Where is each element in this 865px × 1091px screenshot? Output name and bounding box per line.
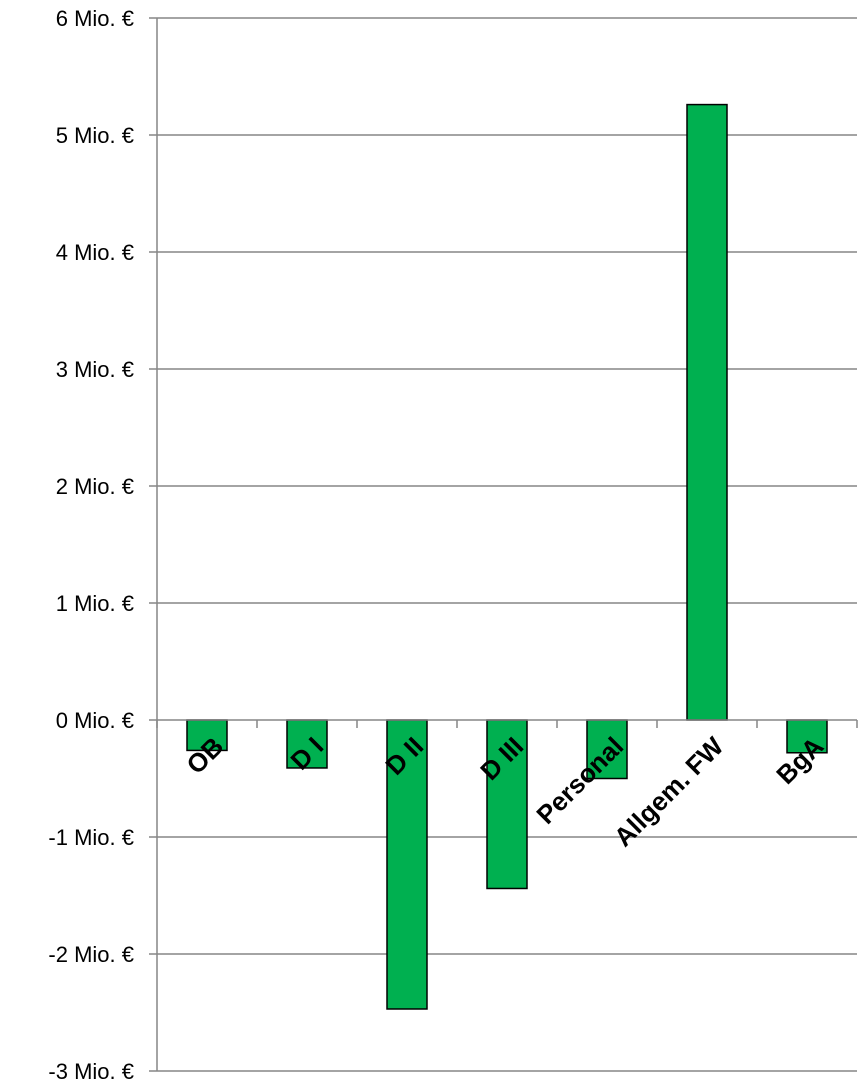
y-tick-label: 6 Mio. € <box>56 6 134 31</box>
bar-d-iii <box>486 719 528 890</box>
y-tick-label: 4 Mio. € <box>56 240 134 265</box>
y-tick-label: 1 Mio. € <box>56 591 134 616</box>
y-tick-label: 3 Mio. € <box>56 357 134 382</box>
bar-bga <box>786 719 828 754</box>
axes <box>149 17 858 1072</box>
bar-allgem-fw <box>686 103 728 721</box>
y-tick-label: 2 Mio. € <box>56 474 134 499</box>
y-tick-label: 5 Mio. € <box>56 123 134 148</box>
y-tick-labels: -3 Mio. € -2 Mio. € -1 Mio. € 0 Mio. € 1 Mio… <box>48 6 134 1084</box>
bars <box>186 103 828 1010</box>
y-tick-label: 0 Mio. € <box>56 708 134 733</box>
y-tick-label: -3 Mio. € <box>48 1059 134 1084</box>
category-label: Personal <box>530 731 629 830</box>
y-tick-label: -2 Mio. € <box>48 942 134 967</box>
gridlines <box>157 17 857 1072</box>
y-tick-label: -1 Mio. € <box>48 825 134 850</box>
bar-d-i <box>286 719 328 769</box>
